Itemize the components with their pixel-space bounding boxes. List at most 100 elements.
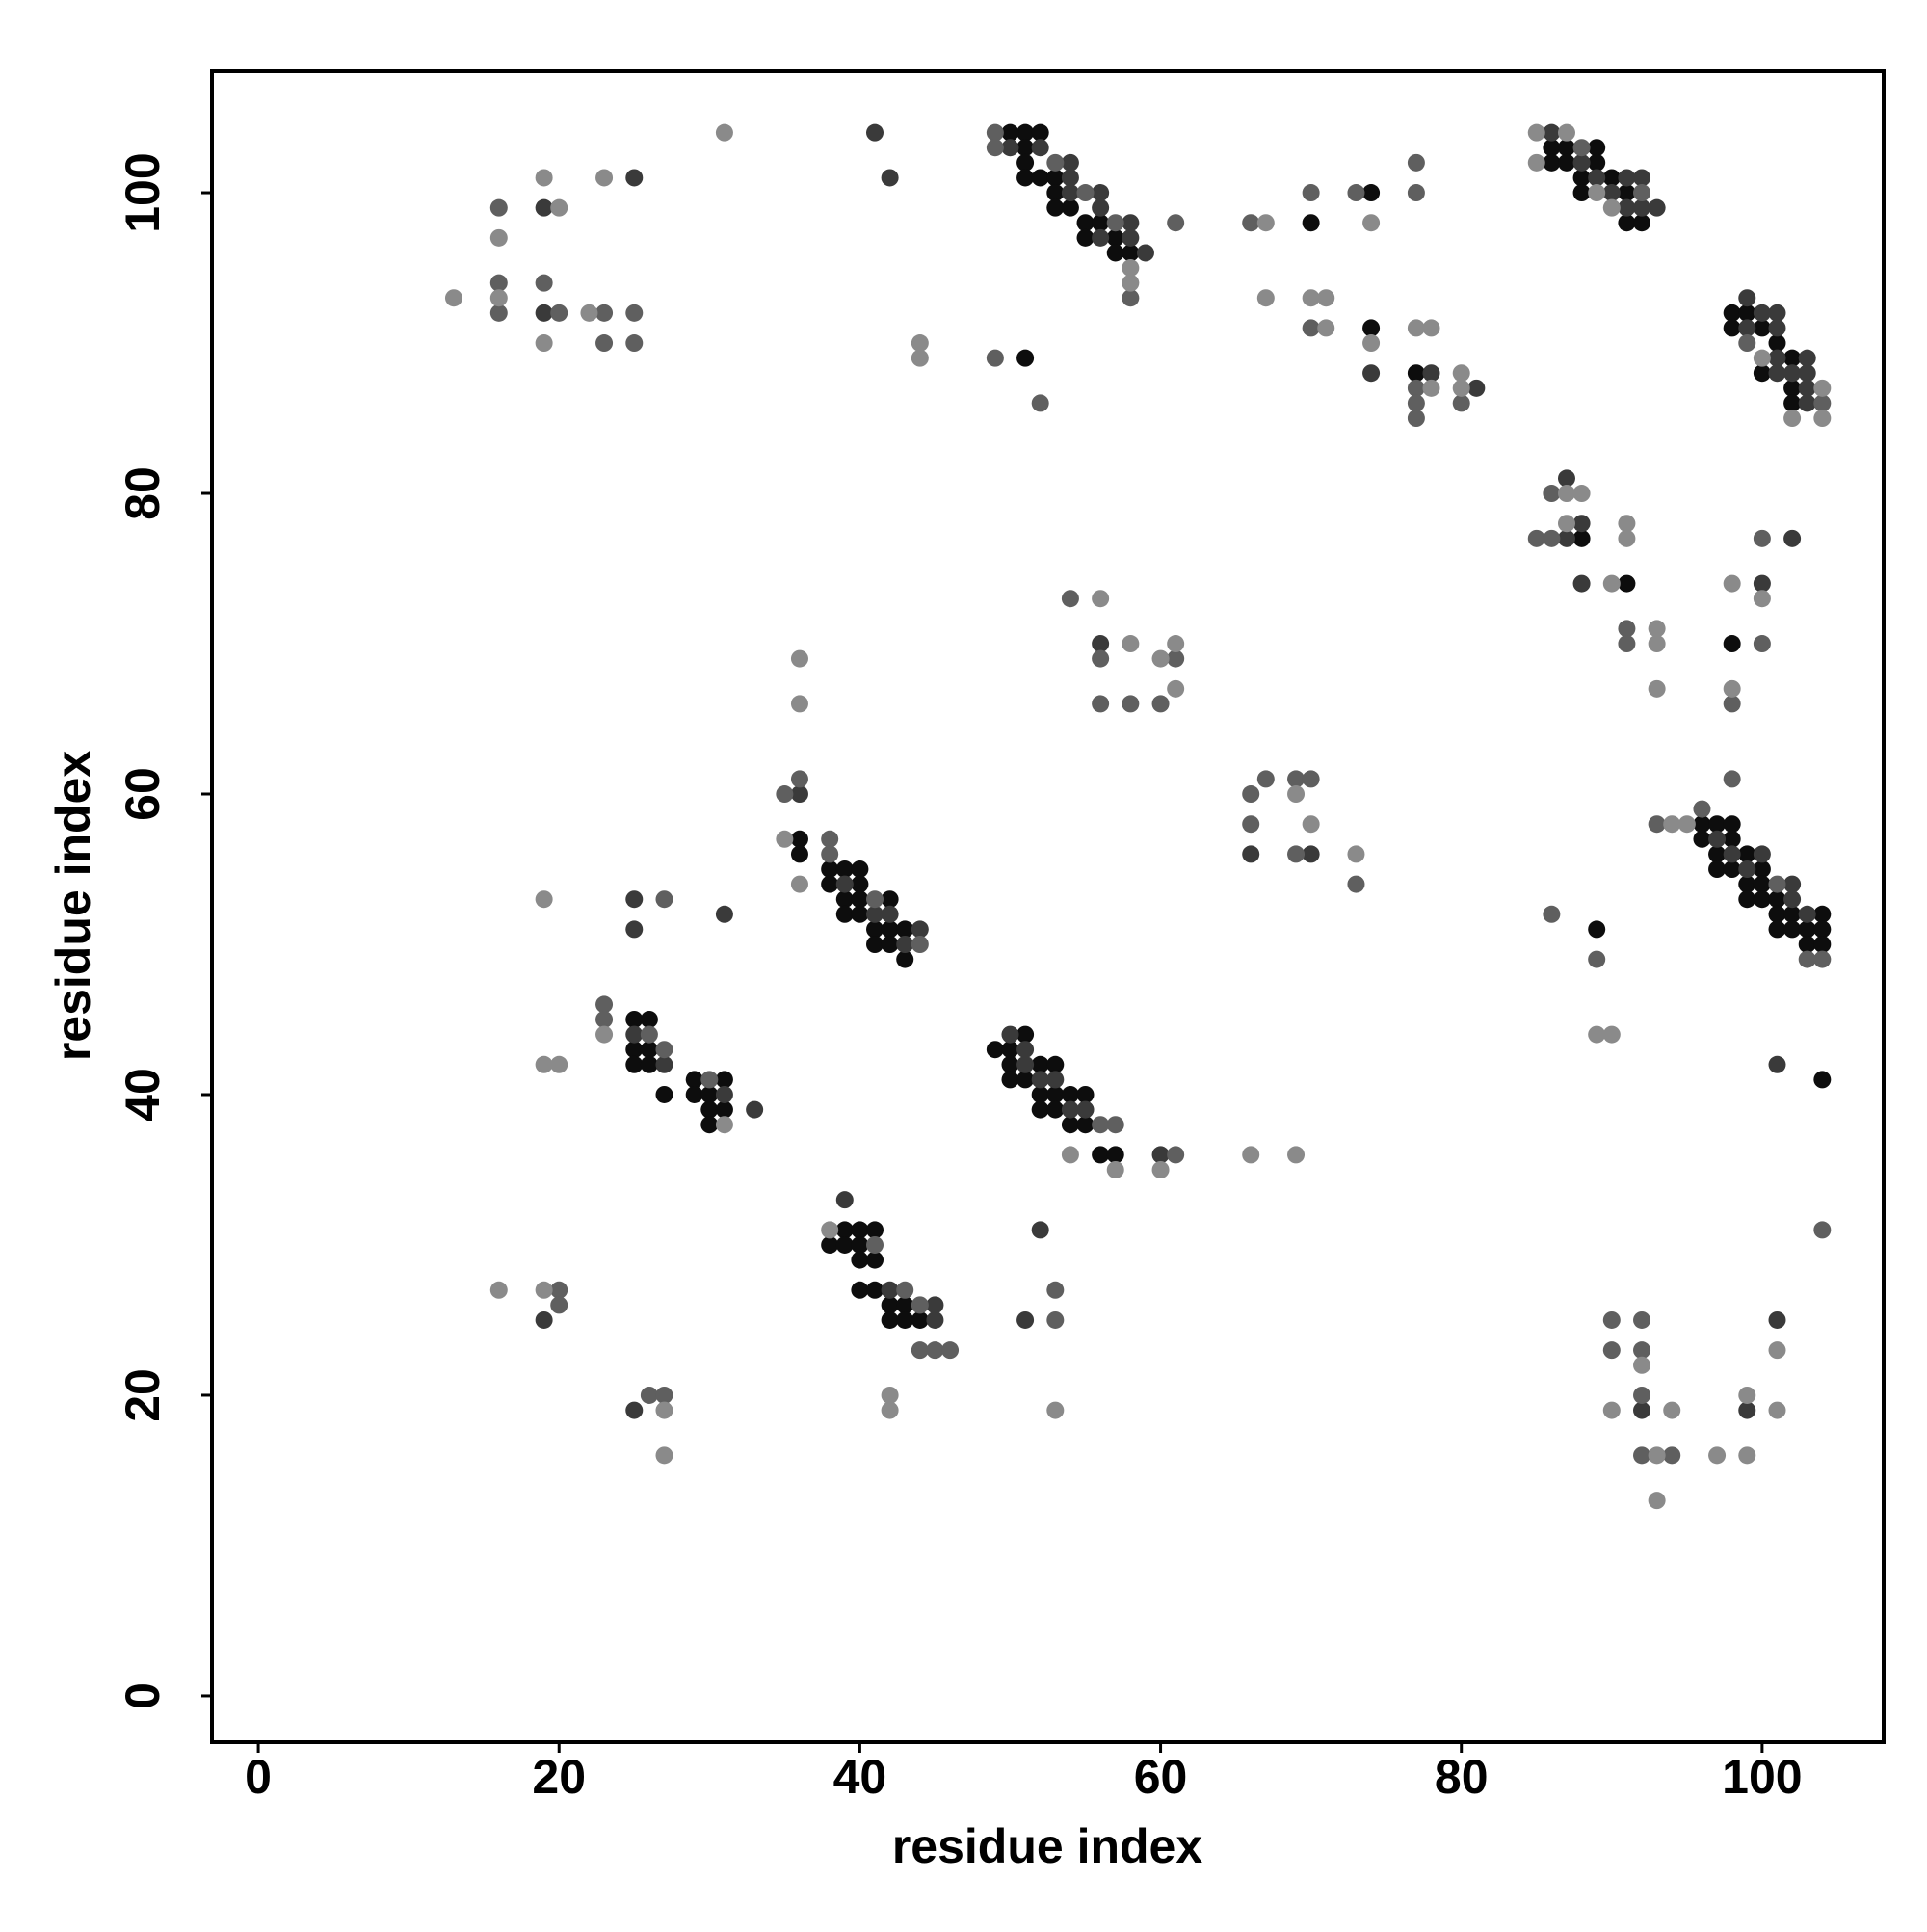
contact-point [790,845,808,863]
contact-point [1602,1401,1621,1419]
contact-point [580,304,598,322]
contact-point [1106,228,1124,247]
contact-point [1302,289,1320,307]
contact-point [866,920,884,939]
contact-point [535,1310,553,1329]
contact-point [1031,139,1049,157]
contact-point [625,304,644,322]
contact-point [1723,845,1741,863]
contact-point [1738,289,1756,307]
contact-point [1768,890,1786,909]
contact-point [715,123,733,142]
contact-point [1588,169,1606,187]
contact-point [1001,123,1019,142]
contact-point [866,890,884,909]
contact-point [700,1071,719,1089]
contact-point [1061,1085,1079,1103]
contact-point [1092,590,1110,608]
x-tick-label: 0 [245,1750,272,1804]
contact-point [1738,1386,1756,1404]
contact-point [640,1055,658,1073]
contact-point [1256,214,1275,232]
contact-point [866,1281,884,1299]
contact-point [851,1251,869,1269]
contact-point [1768,905,1786,923]
contact-point [790,770,808,788]
contact-point [655,1055,673,1073]
contact-point [1031,123,1049,142]
contact-point [1151,649,1170,668]
contact-point [1016,123,1035,142]
contact-point [1813,1221,1832,1239]
contact-point [1001,139,1019,157]
contact-point [1602,169,1621,187]
contact-point [640,1025,658,1044]
contact-point [625,1010,644,1028]
contact-point [1633,184,1651,202]
contact-point [1287,785,1306,804]
contact-point [1753,319,1771,337]
contact-point [1768,364,1786,383]
contact-point [1092,184,1110,202]
contact-point [896,920,914,939]
contact-point [1242,815,1260,834]
contact-point [535,274,553,292]
contact-point [1527,123,1545,142]
contact-point [1001,1071,1019,1089]
contact-point [986,123,1004,142]
contact-point [1302,845,1320,863]
contact-point [1783,890,1802,909]
contact-point [1648,635,1666,653]
contact-point [1783,410,1802,428]
contact-point [1016,139,1035,157]
contact-point [535,1281,553,1299]
contact-point [986,139,1004,157]
contact-point [1663,1446,1681,1465]
y-tick-label: 60 [116,767,170,821]
contact-point [1708,830,1727,848]
contact-point [835,860,854,879]
contact-point [1663,815,1681,834]
contact-point [1708,845,1727,863]
contact-point [835,1191,854,1209]
contact-point [1422,379,1440,397]
contact-point [1783,349,1802,367]
contact-point [1076,228,1095,247]
contact-point [1256,289,1275,307]
contact-point [1031,1071,1049,1089]
contact-point [1738,1446,1756,1465]
contact-point [1768,334,1786,353]
contact-point [1618,620,1636,638]
contact-point [1092,695,1110,713]
contact-point [1016,349,1035,367]
contact-point [1046,1071,1065,1089]
contact-point [1753,890,1771,909]
contact-point [851,1281,869,1299]
plot-frame [210,69,1886,1744]
contact-point [700,1100,719,1119]
contact-point [851,875,869,893]
contact-point [1076,214,1095,232]
contact-point [1362,319,1381,337]
contact-point [1633,1446,1651,1465]
contact-point [776,785,794,804]
contact-point [550,1296,568,1314]
contact-point [1061,590,1079,608]
contact-point [1557,485,1575,503]
contact-point [1256,770,1275,788]
contact-point [1738,319,1756,337]
contact-point [926,1310,944,1329]
contact-point [1422,319,1440,337]
contact-point [896,1281,914,1299]
contact-point [1031,169,1049,187]
contact-point [444,289,462,307]
contact-point [1557,515,1575,533]
contact-point [1046,153,1065,172]
contact-point [821,830,839,848]
contact-point [881,1310,899,1329]
contact-point [1543,485,1561,503]
contact-point [1061,1100,1079,1119]
contact-point [1723,679,1741,698]
contact-point [1723,319,1741,337]
contact-point [1618,635,1636,653]
